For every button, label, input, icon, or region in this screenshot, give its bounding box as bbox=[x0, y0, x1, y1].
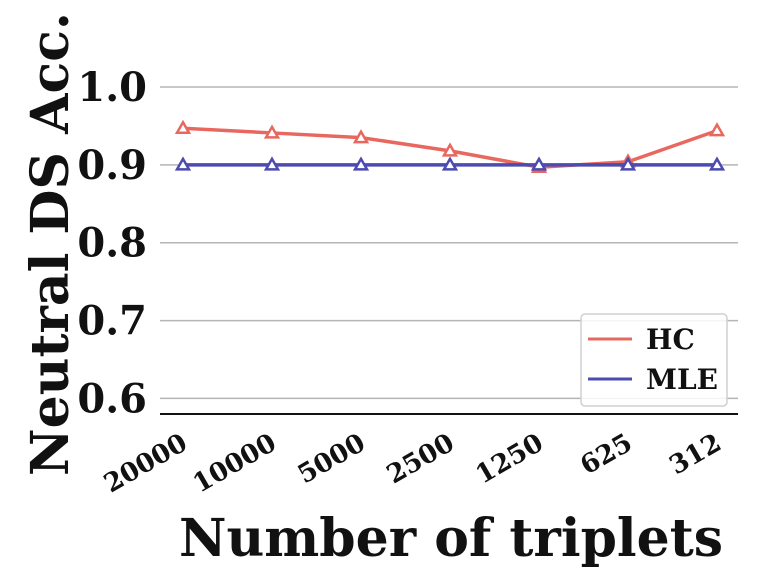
x-axis-title: Number of triplets bbox=[179, 508, 723, 569]
data-point-mle bbox=[352, 156, 370, 171]
y-axis-title: Neutral DS Acc. bbox=[20, 12, 81, 476]
data-point-mle bbox=[619, 156, 637, 171]
x-tick-label: 1250 bbox=[471, 428, 549, 490]
x-tick-label: 10000 bbox=[188, 428, 281, 499]
y-tick-label: 1.0 bbox=[77, 64, 147, 111]
data-point-hc bbox=[441, 142, 459, 157]
x-tick-label: 5000 bbox=[293, 428, 371, 490]
legend-box bbox=[580, 313, 728, 407]
data-point-mle bbox=[530, 156, 548, 171]
series-mle bbox=[174, 156, 726, 171]
y-tick-label: 0.9 bbox=[77, 142, 147, 189]
data-point-hc bbox=[174, 119, 192, 135]
x-tick-label: 625 bbox=[575, 428, 637, 481]
legend-label-hc: HC bbox=[646, 323, 695, 356]
legend-label-mle: MLE bbox=[646, 363, 718, 396]
data-point-mle bbox=[708, 156, 726, 171]
legend: HC MLE bbox=[580, 313, 728, 407]
y-tick-label: 0.8 bbox=[77, 220, 147, 267]
data-point-mle bbox=[263, 156, 281, 171]
x-tick-label: 20000 bbox=[99, 428, 192, 499]
y-tick-label: 0.7 bbox=[77, 298, 147, 345]
data-point-hc bbox=[708, 122, 726, 137]
x-tick-label: 2500 bbox=[382, 428, 460, 490]
data-point-hc bbox=[352, 129, 370, 144]
series bbox=[174, 119, 726, 173]
data-point-mle bbox=[174, 156, 192, 171]
data-point-hc bbox=[263, 124, 281, 139]
y-tick-label: 0.6 bbox=[77, 375, 147, 422]
y-tick-labels: 1.0 0.9 0.8 0.7 0.6 bbox=[77, 64, 147, 422]
data-point-mle bbox=[441, 156, 459, 171]
x-tick-label: 312 bbox=[664, 428, 726, 481]
